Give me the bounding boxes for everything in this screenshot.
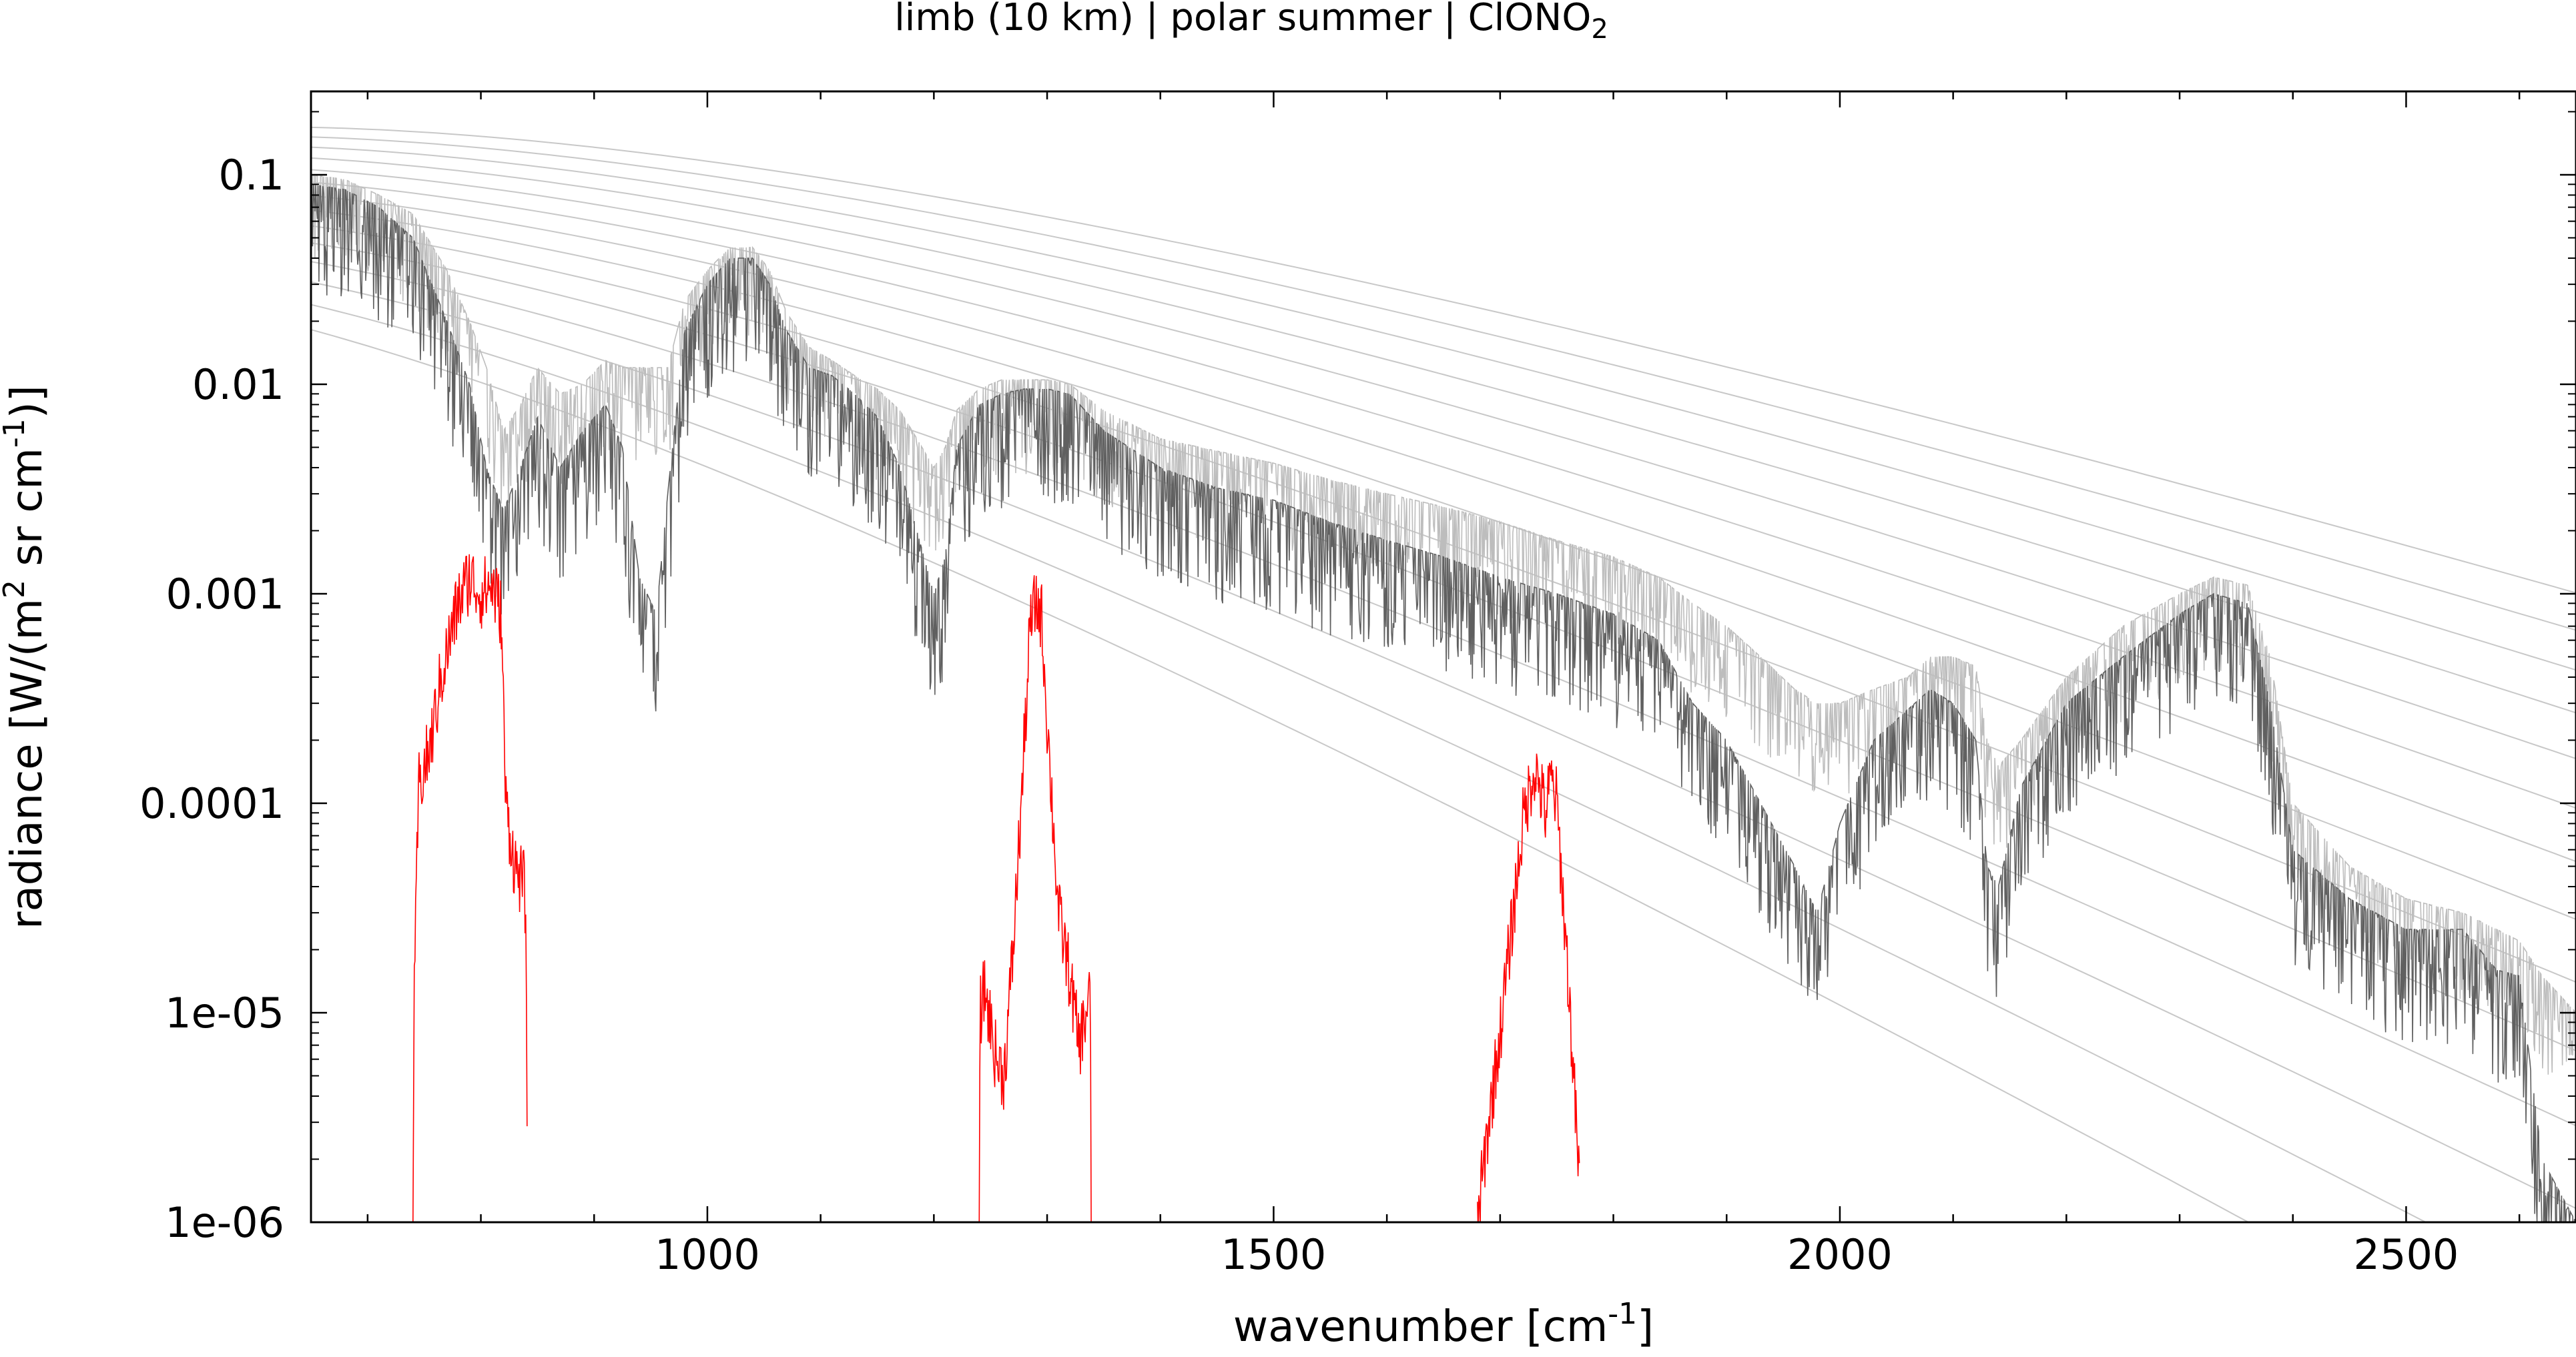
x-tick-labels: 1000 1500 2000 2500 — [655, 1230, 2459, 1279]
planck-curve-270k — [311, 169, 2576, 760]
y-tick-label-5: 1e-06 — [165, 1198, 284, 1247]
x-tick-label-1000: 1000 — [655, 1230, 760, 1279]
planck-curve-260k — [311, 181, 2576, 809]
y-tick-label-3: 0.0001 — [139, 779, 284, 828]
y-tick-labels: 0.1 0.01 0.001 0.0001 1e-05 1e-06 — [139, 151, 284, 1247]
planck-curve-190k — [311, 304, 2428, 1222]
x-tick-label-2000: 2000 — [1787, 1230, 1893, 1279]
x-tick-label-2500: 2500 — [2354, 1230, 2459, 1279]
planck-curve-240k — [311, 209, 2576, 920]
x-axis-label: wavenumber [cm-1] — [1233, 1297, 1654, 1352]
target-band-2 — [978, 575, 1092, 1222]
chart-title: limb (10 km) | polar summer | ClONO2 — [894, 0, 1608, 45]
y-axis-label: radiance [W/(m2 sr cm-1)] — [0, 385, 52, 929]
planck-curve-290k — [311, 146, 2576, 671]
y-tick-label-4: 1e-05 — [165, 989, 284, 1037]
planck-reference-curves — [311, 126, 2576, 1222]
x-tick-label-1500: 1500 — [1221, 1230, 1327, 1279]
planck-curve-310k — [311, 126, 2576, 594]
y-tick-label-0: 0.1 — [218, 151, 284, 199]
target-band-3 — [1477, 753, 1580, 1222]
planck-curve-280k — [311, 157, 2576, 714]
y-tick-label-2: 0.001 — [166, 570, 285, 618]
planck-curve-180k — [311, 329, 2250, 1222]
planck-curve-250k — [311, 195, 2576, 863]
target-band-1 — [412, 554, 528, 1222]
contrast-radiance-series — [311, 174, 2576, 1075]
target-contribution-series — [412, 554, 1580, 1222]
total-radiance-line — [311, 184, 2576, 1222]
y-tick-label-1: 0.01 — [192, 360, 284, 409]
tick-marks — [311, 91, 2576, 1224]
planck-curve-300k — [311, 136, 2576, 631]
total-radiance-series — [311, 184, 2576, 1222]
contrast-radiance-line — [311, 174, 2576, 1075]
